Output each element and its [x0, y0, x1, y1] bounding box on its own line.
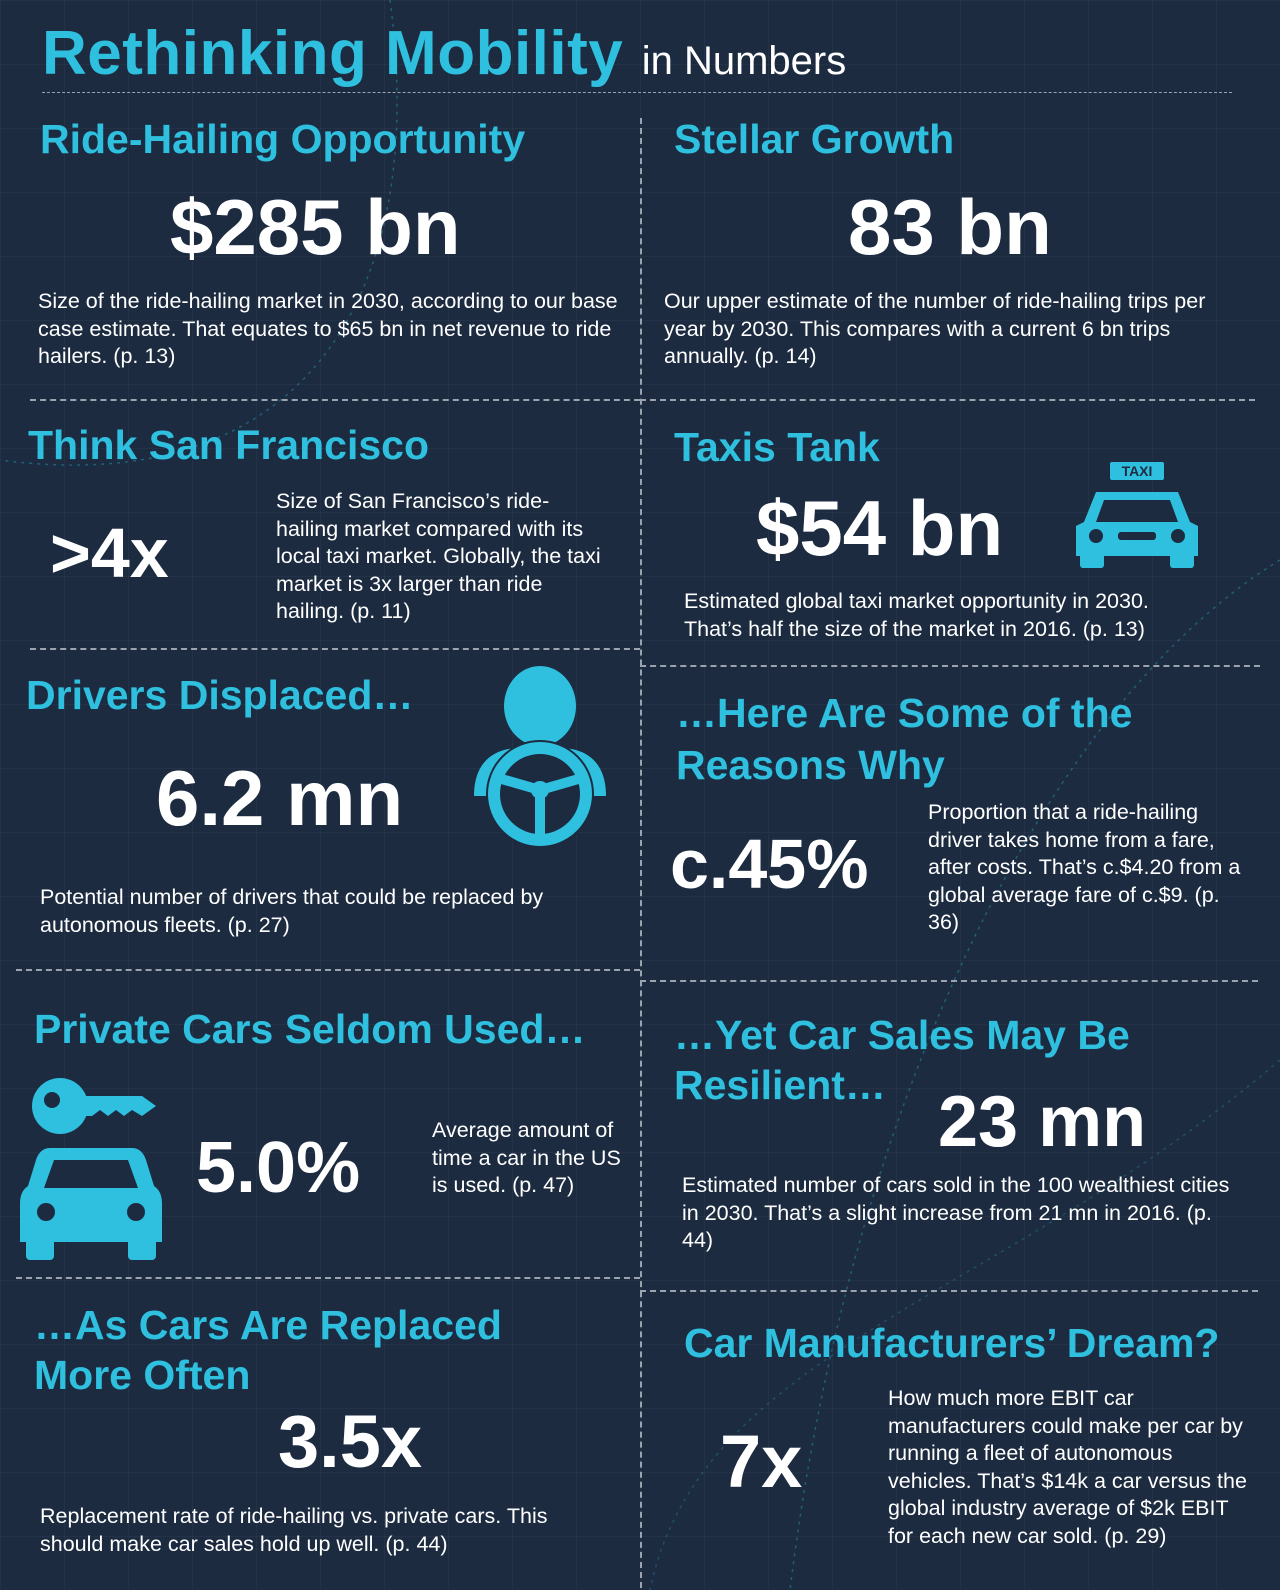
taxi-icon: TAXI — [1072, 460, 1202, 570]
taxis-tank-heading: Taxis Tank — [674, 424, 880, 470]
key-icon — [30, 1076, 160, 1138]
taxis-tank-figure: $54 bn — [756, 484, 1004, 572]
divider-left-3 — [16, 969, 640, 971]
car-sales-heading-line2: Resilient… — [674, 1062, 886, 1108]
car-icon — [20, 1144, 162, 1262]
car-sales-heading-line1: …Yet Car Sales May Be — [674, 1012, 1130, 1058]
reasons-why-text: Proportion that a ride-hailing driver ta… — [928, 800, 1241, 934]
private-cars-text: Average amount of time a car in the US i… — [432, 1118, 621, 1197]
page-header: Rethinking Mobility in Numbers — [42, 18, 846, 89]
ride-hailing-heading: Ride-Hailing Opportunity — [40, 116, 526, 162]
replaced-often-heading-line1: …As Cars Are Replaced — [34, 1302, 502, 1348]
reasons-why-heading-line1: …Here Are Some of the — [676, 690, 1133, 736]
manufacturers-dream-figure: 7x — [720, 1420, 803, 1503]
taxi-sign-text: TAXI — [1122, 463, 1153, 479]
replaced-often-text: Replacement rate of ride-hailing vs. pri… — [40, 1504, 548, 1556]
reasons-why-heading-line2: Reasons Why — [676, 742, 945, 788]
ride-hailing-text: Size of the ride-hailing market in 2030,… — [38, 289, 618, 368]
divider-right-3 — [640, 980, 1258, 982]
divider-left-1 — [30, 399, 640, 401]
private-cars-figure: 5.0% — [196, 1128, 361, 1208]
car-sales-text: Estimated number of cars sold in the 100… — [682, 1173, 1230, 1252]
header-divider — [42, 92, 1232, 93]
car-sales-figure: 23 mn — [938, 1082, 1147, 1162]
san-francisco-figure: >4x — [50, 514, 169, 592]
divider-left-4 — [16, 1277, 640, 1279]
stellar-growth-figure: 83 bn — [848, 183, 1052, 271]
stellar-growth-heading: Stellar Growth — [674, 116, 955, 162]
drivers-displaced-heading: Drivers Displaced… — [26, 672, 414, 718]
manufacturers-dream-heading: Car Manufacturers’ Dream? — [684, 1320, 1220, 1366]
divider-right-2 — [640, 665, 1260, 667]
page-subtitle: in Numbers — [641, 39, 847, 83]
ride-hailing-figure: $285 bn — [170, 183, 461, 271]
private-cars-heading: Private Cars Seldom Used… — [34, 1006, 586, 1052]
stellar-growth-text: Our upper estimate of the number of ride… — [664, 289, 1206, 368]
drivers-displaced-figure: 6.2 mn — [156, 754, 404, 842]
replaced-often-heading-line2: More Often — [34, 1352, 251, 1398]
divider-right-4 — [640, 1290, 1258, 1292]
replaced-often-figure: 3.5x — [278, 1400, 423, 1483]
divider-left-2 — [30, 648, 640, 650]
san-francisco-heading: Think San Francisco — [28, 422, 429, 468]
drivers-displaced-text: Potential number of drivers that could b… — [40, 885, 544, 937]
taxis-tank-text: Estimated global taxi market opportunity… — [684, 589, 1149, 641]
divider-right-1 — [640, 399, 1255, 401]
san-francisco-text: Size of San Francisco’s ride-hailing mar… — [276, 489, 601, 623]
driver-icon — [470, 664, 610, 854]
page-title: Rethinking Mobility — [42, 19, 624, 88]
reasons-why-figure: c.45% — [670, 825, 869, 903]
center-divider — [640, 118, 642, 1588]
manufacturers-dream-text: How much more EBIT car manufacturers cou… — [888, 1386, 1247, 1548]
